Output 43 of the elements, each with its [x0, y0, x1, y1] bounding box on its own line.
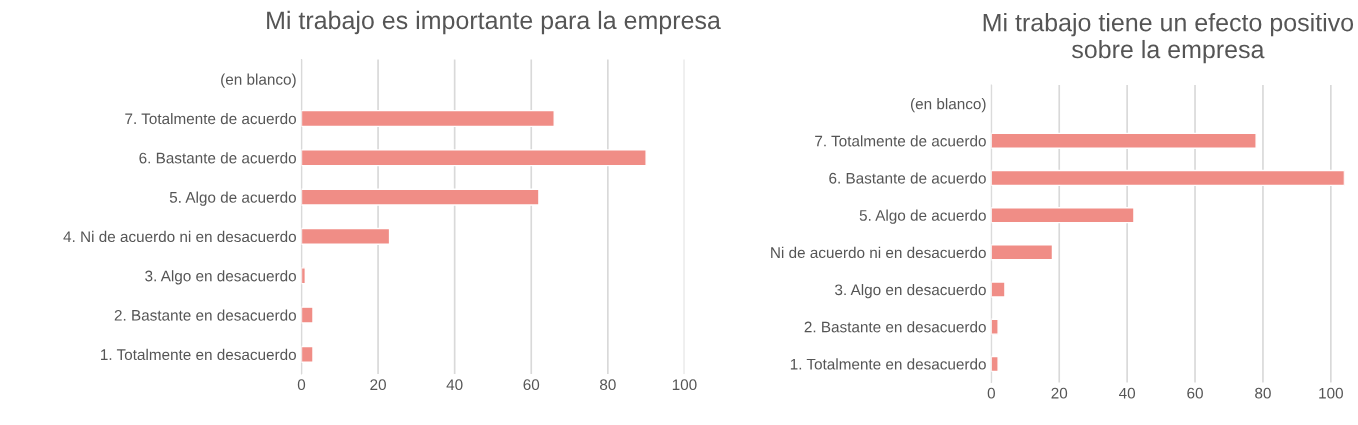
x-tick-label: 80 [1255, 387, 1271, 399]
bar [301, 149, 647, 167]
y-tick-label: 3. Algo en desacuerdo [835, 284, 986, 299]
x-tick-label: 100 [1319, 387, 1343, 399]
bar [991, 281, 1006, 298]
y-tick-label: 5. Algo de acuerdo [169, 191, 296, 206]
y-tick-label: (en blanco) [911, 98, 986, 113]
y-tick-label: 1. Totalmente en desacuerdo [101, 348, 296, 361]
x-tick-label: 20 [1051, 387, 1068, 399]
x-tick-label: 0 [297, 379, 306, 391]
bar [301, 345, 314, 363]
y-tick-label: 7. Totalmente de acuerdo [815, 135, 986, 147]
y-tick-label: 7. Totalmente de acuerdo [125, 112, 296, 125]
x-tick-label: 0 [987, 387, 995, 399]
bar [301, 109, 555, 128]
bar [991, 132, 1257, 149]
x-tick-label: 40 [446, 379, 463, 391]
y-tick-label: 1. Totalmente en desacuerdo [790, 358, 986, 370]
y-tick-label: Ni de acuerdo ni en desacuerdo [771, 246, 986, 259]
bar [991, 169, 1345, 187]
bar [991, 355, 999, 373]
bar [991, 207, 1135, 224]
y-tick-label: 6. Bastante de acuerdo [829, 172, 986, 184]
bar [301, 227, 391, 245]
bar [991, 244, 1054, 261]
y-tick-label: 2. Bastante en desacuerdo [804, 321, 986, 333]
y-tick-label: 3. Algo en desacuerdo [145, 270, 296, 285]
y-tick-label: 2. Bastante en desacuerdo [114, 309, 296, 321]
bar [301, 188, 540, 206]
y-tick-label: 4. Ni de acuerdo ni en desacuerdo [63, 230, 296, 243]
y-tick-label: (en blanco) [221, 73, 296, 88]
y-tick-label: 5. Algo de acuerdo [859, 209, 986, 224]
chart-title: Mi trabajo es importante para la empresa [267, 10, 721, 35]
x-tick-label: 100 [672, 379, 697, 391]
bar [991, 318, 999, 335]
x-tick-label: 20 [370, 379, 386, 391]
chart-title: Mi trabajo tiene un efecto positivo sobre la empresa [983, 13, 1354, 64]
x-tick-label: 60 [523, 379, 540, 391]
x-tick-label: 60 [1187, 387, 1203, 399]
bar [301, 306, 314, 324]
x-tick-label: 80 [600, 379, 616, 391]
x-tick-label: 40 [1119, 387, 1136, 399]
y-tick-label: 6. Bastante de acuerdo [139, 152, 296, 164]
